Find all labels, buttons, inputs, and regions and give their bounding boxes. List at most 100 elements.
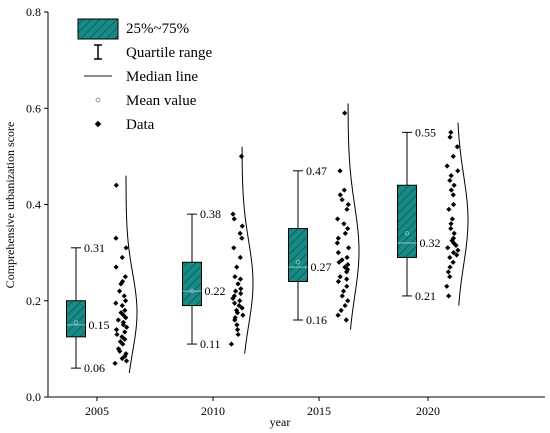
data-point	[118, 281, 124, 287]
legend-item-box: 25%~75%	[77, 18, 189, 40]
legend-point-swatch	[94, 120, 102, 128]
legend-item-whisker: Quartile range	[94, 44, 213, 61]
data-point	[454, 144, 460, 150]
data-point	[113, 264, 119, 270]
data-point	[119, 254, 125, 261]
data-point	[343, 317, 349, 323]
data-point	[454, 252, 460, 258]
data-point	[450, 153, 456, 159]
data-point	[444, 163, 450, 169]
data-point	[344, 254, 350, 261]
data-point	[234, 264, 240, 270]
density-curve	[125, 175, 138, 374]
data-point	[339, 197, 345, 203]
data-point	[445, 269, 451, 275]
y-ticks: 0.0 0.2 0.4 0.6 0.8	[26, 5, 48, 404]
data-point	[238, 290, 244, 297]
data-point	[232, 317, 238, 323]
data-point	[119, 355, 125, 362]
data-point	[114, 331, 120, 338]
data-point	[344, 283, 350, 289]
data-point	[336, 259, 342, 265]
data-point	[238, 153, 245, 159]
x-tick-label: 2015	[307, 404, 331, 418]
data-point	[122, 336, 128, 342]
data-point	[335, 235, 341, 241]
min-label: 0.21	[415, 289, 436, 303]
data-point	[122, 307, 128, 313]
legend-label: Data	[126, 117, 155, 133]
legend-item-point: Data	[94, 117, 155, 133]
data-point	[446, 293, 452, 299]
data-point	[339, 257, 345, 263]
data-point	[453, 242, 459, 249]
data-point	[240, 312, 246, 318]
data-point	[122, 274, 128, 280]
data-point	[334, 216, 341, 222]
max-label: 0.31	[84, 241, 105, 255]
data-point	[239, 223, 245, 229]
iqr-box	[288, 228, 308, 282]
legend-box-swatch	[77, 18, 119, 40]
x-tick-label: 2010	[201, 404, 225, 418]
legend-item-line: Median line	[84, 69, 198, 85]
data-point	[237, 276, 244, 282]
data-point	[341, 221, 347, 227]
data-point	[447, 264, 453, 270]
data-point	[345, 245, 352, 251]
data-point	[447, 177, 453, 184]
data-point	[448, 187, 454, 193]
y-tick-label: 0.4	[26, 198, 41, 212]
data-point	[448, 129, 454, 135]
min-label: 0.06	[84, 361, 105, 375]
data-point	[237, 298, 243, 304]
y-tick-label: 0.6	[26, 101, 41, 115]
iqr-box	[397, 184, 417, 258]
density-curve	[457, 122, 469, 306]
density-curve	[347, 103, 360, 330]
mean-marker	[404, 231, 410, 236]
x-tick-label: 2020	[416, 404, 440, 418]
data-point	[239, 305, 245, 311]
x-ticks: 2005 2010 2015 2020	[85, 397, 440, 418]
data-point	[445, 245, 451, 251]
data-point	[447, 134, 453, 140]
data-point	[345, 225, 351, 232]
data-point	[122, 298, 129, 304]
legend-label: Mean value	[126, 93, 197, 109]
legend-item-mean: Mean value	[95, 93, 197, 109]
data-point	[233, 288, 239, 294]
data-point	[337, 168, 343, 174]
max-label: 0.38	[200, 207, 221, 221]
data-point	[228, 341, 235, 347]
data-point	[448, 221, 454, 227]
mean-marker	[295, 260, 301, 265]
median-label: 0.32	[420, 236, 441, 250]
data-point	[451, 182, 457, 188]
data-point	[113, 235, 119, 241]
data-point	[447, 254, 453, 261]
median-label: 0.22	[205, 284, 226, 298]
data-point	[344, 269, 350, 275]
data-point	[446, 206, 452, 212]
data-point	[448, 173, 454, 179]
data-point	[450, 259, 456, 265]
data-point	[113, 300, 119, 306]
data-point	[117, 348, 123, 354]
data-point	[450, 201, 457, 208]
data-point	[340, 288, 347, 294]
data-point	[231, 245, 237, 251]
max-label: 0.55	[415, 125, 436, 139]
data-point	[234, 310, 241, 316]
data-point	[335, 250, 341, 256]
data-point	[238, 286, 244, 292]
data-point	[113, 327, 120, 333]
data-point	[113, 182, 119, 188]
data-point	[121, 293, 127, 299]
legend-label: Median line	[126, 69, 198, 85]
box-group-2010: 0.38 0.22 0.11	[182, 146, 254, 354]
data-point	[342, 302, 348, 309]
legend-label: 25%~75%	[126, 21, 189, 37]
data-point	[444, 283, 450, 289]
data-point	[116, 288, 123, 294]
